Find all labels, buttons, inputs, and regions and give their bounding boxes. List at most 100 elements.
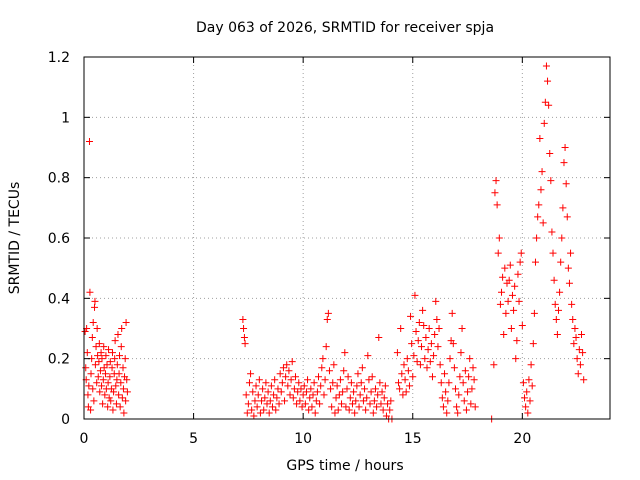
data-point	[123, 376, 131, 384]
data-point	[538, 168, 546, 176]
data-point	[381, 382, 389, 390]
y-axis-label: SRMTID / TECUs	[7, 182, 23, 295]
data-point	[535, 201, 543, 209]
data-point	[504, 297, 512, 305]
data-point	[515, 297, 523, 305]
data-point	[101, 370, 109, 378]
data-point	[580, 376, 588, 384]
data-point	[112, 382, 120, 390]
axis-ticks	[83, 56, 610, 420]
data-point	[306, 394, 314, 402]
data-point	[363, 394, 371, 402]
data-point	[242, 391, 250, 399]
data-point	[103, 361, 111, 369]
data-point	[420, 321, 428, 329]
data-point	[397, 325, 405, 332]
y-tick-label: 0	[61, 412, 70, 428]
data-point	[529, 340, 537, 348]
data-point	[471, 403, 479, 411]
data-point	[564, 264, 572, 272]
data-point	[254, 391, 262, 399]
data-point	[122, 397, 130, 405]
data-point	[341, 349, 349, 357]
data-point	[330, 361, 338, 369]
data-point	[315, 373, 323, 381]
data-point	[468, 385, 476, 393]
x-tick-label: 0	[80, 431, 89, 447]
data-point	[105, 346, 113, 354]
data-point	[561, 144, 569, 151]
data-point	[285, 367, 293, 375]
data-point	[94, 373, 102, 381]
data-point	[291, 373, 299, 381]
data-point	[305, 406, 313, 414]
data-point	[100, 364, 108, 372]
data-point	[461, 367, 469, 375]
data-point	[376, 379, 384, 387]
data-point	[92, 343, 100, 351]
data-point	[544, 77, 552, 85]
data-point	[367, 388, 375, 396]
data-point	[492, 177, 500, 185]
data-point	[565, 279, 573, 287]
data-point	[405, 382, 413, 390]
data-point	[379, 406, 387, 414]
data-point	[338, 400, 346, 408]
y-tick-label: 0.4	[48, 291, 70, 307]
data-point	[270, 391, 278, 399]
data-point	[537, 186, 545, 194]
data-point	[294, 388, 302, 396]
data-point	[551, 300, 559, 308]
data-point	[295, 379, 303, 387]
data-point	[425, 325, 433, 332]
data-point	[579, 349, 587, 357]
data-point	[258, 397, 266, 405]
data-point	[418, 343, 426, 351]
data-point	[322, 343, 330, 351]
data-point	[309, 391, 317, 399]
data-point	[244, 400, 252, 408]
data-point	[329, 379, 337, 387]
data-point	[114, 331, 122, 339]
data-point	[572, 334, 580, 342]
data-point	[284, 382, 292, 390]
data-point	[296, 397, 304, 405]
data-point	[85, 137, 93, 145]
data-point	[428, 373, 436, 381]
data-point	[268, 403, 276, 411]
data-point	[365, 376, 373, 384]
data-point	[252, 382, 260, 390]
data-point	[111, 355, 119, 363]
data-point	[324, 309, 332, 317]
data-point	[451, 385, 459, 393]
data-point	[328, 403, 336, 411]
data-point	[448, 309, 456, 317]
data-point	[380, 394, 388, 402]
data-point	[87, 406, 95, 414]
data-point	[262, 379, 270, 387]
data-point	[574, 370, 582, 378]
data-point	[500, 331, 508, 339]
data-point	[568, 300, 576, 308]
data-point	[96, 388, 104, 396]
data-point	[307, 385, 315, 393]
data-point	[433, 315, 441, 323]
data-point	[250, 412, 258, 420]
data-point	[560, 159, 568, 167]
data-point	[110, 388, 118, 396]
data-point	[273, 394, 281, 402]
data-point	[289, 394, 297, 402]
data-point	[422, 334, 430, 342]
data-point	[541, 98, 549, 106]
data-point	[414, 337, 422, 345]
data-point	[545, 101, 553, 109]
data-point	[118, 394, 126, 402]
y-tick-label: 0.6	[48, 231, 70, 247]
data-point	[115, 391, 123, 399]
data-point	[465, 373, 473, 381]
data-point	[256, 409, 264, 417]
data-point	[251, 397, 259, 405]
data-point	[536, 134, 544, 142]
data-point	[506, 261, 514, 269]
data-point	[104, 403, 112, 411]
